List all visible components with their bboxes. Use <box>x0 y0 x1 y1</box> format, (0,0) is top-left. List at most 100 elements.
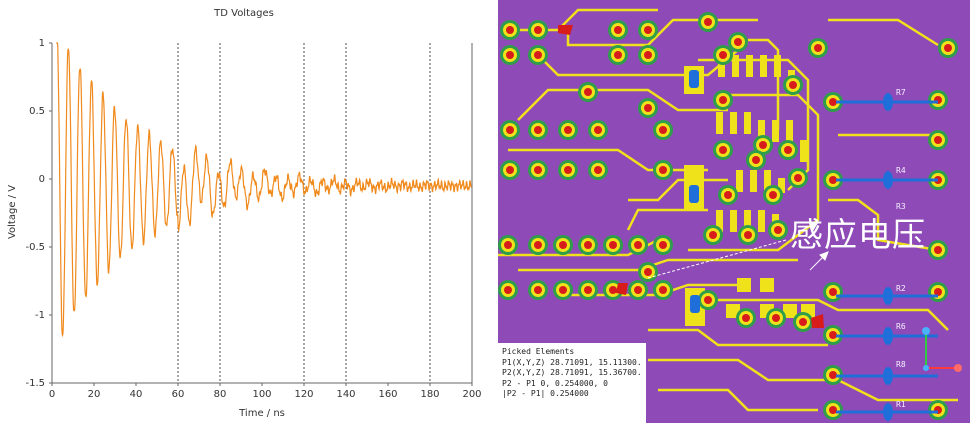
via <box>753 135 773 155</box>
via <box>713 45 733 65</box>
x-axis-label: Time / ns <box>238 408 285 419</box>
via <box>528 45 548 65</box>
trace <box>698 298 949 331</box>
resistors <box>836 93 938 421</box>
via <box>638 45 658 65</box>
trace <box>508 148 708 172</box>
capacitors <box>689 70 700 313</box>
resistor[interactable] <box>836 93 938 111</box>
y-tick-label: -1 <box>35 310 45 321</box>
y-axis-label: Voltage / V <box>7 185 18 239</box>
y-tick-label: -1.5 <box>25 378 45 389</box>
x-tick-label: 180 <box>420 389 439 400</box>
via <box>778 140 798 160</box>
via <box>628 280 648 300</box>
via <box>768 220 788 240</box>
voltage-chart: 0 20 40 60 80 100 120 140 160 180 200 1 0.5 0 -0.5 -1 -1… <box>7 38 482 419</box>
via <box>938 38 958 58</box>
via <box>928 130 948 150</box>
via <box>728 32 748 52</box>
via <box>558 120 578 140</box>
via <box>528 120 548 140</box>
trace <box>688 93 820 252</box>
picked-elements-title: Picked Elements <box>502 347 575 356</box>
resistor[interactable] <box>836 287 938 305</box>
via <box>718 185 738 205</box>
designator-r7: R7 <box>896 88 906 97</box>
via <box>746 150 766 170</box>
via <box>653 160 673 180</box>
via <box>823 282 843 302</box>
via <box>608 20 628 40</box>
tick-labels: 0 20 40 60 80 100 120 140 160 180 200 1 0.5 0 -0.5 -1 -1… <box>25 38 481 400</box>
pcb-layout-view[interactable]: R7 R4 R3 R2 R6 R8 R1 感应电压 Picked Elements P1(X… <box>498 0 970 423</box>
via <box>653 280 673 300</box>
resistor[interactable] <box>836 403 938 421</box>
designator-r1: R1 <box>896 400 906 409</box>
chart-title: TD Voltages <box>214 8 274 19</box>
trace <box>658 388 818 412</box>
via <box>578 82 598 102</box>
y-tick-label: 0 <box>39 174 45 185</box>
via <box>553 235 573 255</box>
series-layer <box>56 42 472 338</box>
via <box>788 168 808 188</box>
trace <box>828 18 939 47</box>
via <box>628 235 648 255</box>
via <box>713 140 733 160</box>
via <box>498 280 518 300</box>
designator-r6: R6 <box>896 322 906 331</box>
induced-voltage-label: 感应电压 <box>790 215 926 254</box>
x-tick-label: 0 <box>49 389 55 400</box>
via <box>638 262 658 282</box>
via <box>763 185 783 205</box>
picked-elements-panel: Picked Elements P1(X,Y,Z) 28.71091, 15.1… <box>498 343 646 423</box>
trace <box>626 208 708 231</box>
designator-r8: R8 <box>896 360 906 369</box>
via <box>823 92 843 112</box>
picked-line: P1(X,Y,Z) 28.71091, 15.11300... <box>502 357 642 367</box>
x-tick-label: 120 <box>294 389 313 400</box>
via <box>603 235 623 255</box>
x-tick-label: 20 <box>88 389 101 400</box>
y-tick-label: 1 <box>39 38 45 49</box>
via <box>528 160 548 180</box>
via <box>500 120 520 140</box>
via <box>703 225 723 245</box>
picked-line: P2 - P1 0, 0.254000, 0 <box>502 378 608 388</box>
designator-r4: R4 <box>896 166 906 175</box>
trace <box>537 49 739 77</box>
pcb-canvas[interactable] <box>498 0 970 423</box>
via <box>558 160 578 180</box>
via <box>736 308 756 328</box>
via <box>578 280 598 300</box>
trace <box>518 258 798 272</box>
via <box>766 308 786 328</box>
y-tick-label: 0.5 <box>29 106 45 117</box>
x-tick-label: 160 <box>378 389 397 400</box>
vias <box>498 12 958 420</box>
resistor[interactable] <box>836 327 938 345</box>
via <box>783 75 803 95</box>
y-tick-label: -0.5 <box>25 242 45 253</box>
via <box>713 90 733 110</box>
designator-r2: R2 <box>896 284 906 293</box>
axis-triad-icon <box>922 327 962 372</box>
resistor[interactable] <box>836 367 938 385</box>
trace <box>648 358 958 402</box>
via <box>608 45 628 65</box>
trace <box>628 178 728 202</box>
via <box>698 290 718 310</box>
resistor[interactable] <box>836 171 938 189</box>
via <box>528 20 548 40</box>
picked-line: |P2 - P1| 0.254000 <box>502 389 589 398</box>
trace <box>748 38 780 130</box>
pick-markers <box>558 25 824 328</box>
via <box>823 170 843 190</box>
via <box>638 98 658 118</box>
via <box>553 280 573 300</box>
via <box>793 312 813 332</box>
via <box>823 400 843 420</box>
via <box>698 12 718 32</box>
trace <box>648 328 828 347</box>
